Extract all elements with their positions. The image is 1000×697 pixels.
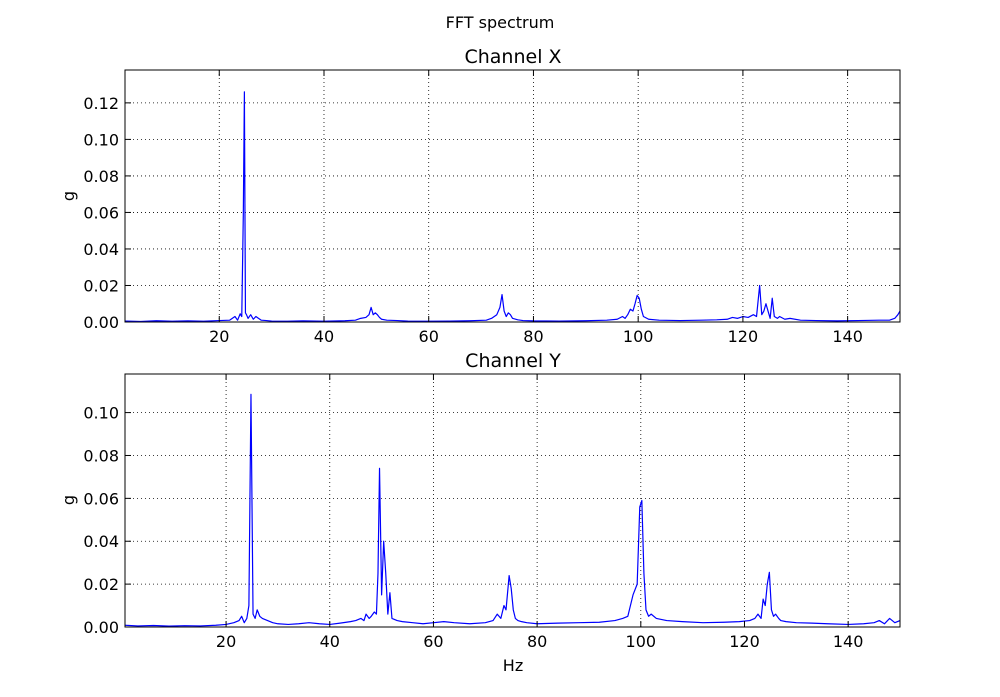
channel-y-panel: Channel Y g Hz 20 40 60 80 100 120 140 0.00 0.02… (59, 350, 901, 675)
channel-y-ytick-label: 0.04 (83, 532, 119, 551)
channel-y-ytick-label: 0.06 (83, 489, 119, 508)
channel-x-xtick-label: 140 (832, 327, 863, 346)
channel-y-series (125, 393, 900, 627)
channel-y-xtick-label: 60 (423, 632, 443, 651)
channel-y-ytick-label: 0.10 (83, 404, 119, 423)
channel-x-ytick-label: 0.10 (83, 130, 119, 149)
channel-y-ylabel: g (59, 495, 78, 505)
channel-y-xtick-label: 100 (626, 632, 657, 651)
channel-y-axes-frame (124, 373, 901, 628)
channel-x-ylabel: g (59, 191, 78, 201)
channel-y-xtick-label: 80 (527, 632, 547, 651)
channel-x-ytick-label: 0.02 (83, 276, 119, 295)
channel-x-ytick-label: 0.12 (83, 94, 119, 113)
channel-x-series (125, 91, 900, 322)
channel-y-title: Channel Y (465, 350, 561, 372)
channel-x-ytick-label: 0.04 (83, 240, 119, 259)
channel-x-xtick-label: 20 (209, 327, 229, 346)
channel-x-ticks: 20 40 60 80 100 120 140 0.00 0.02 0.04 0.06 0.08 0.1… (83, 70, 900, 346)
channel-x-xtick-label: 120 (728, 327, 759, 346)
channel-y-xtick-label: 20 (216, 632, 236, 651)
channel-y-spectrum-line (125, 393, 900, 627)
channel-x-spectrum-line (125, 91, 900, 322)
channel-x-ytick-label: 0.08 (83, 167, 119, 186)
channel-y-ytick-label: 0.00 (83, 618, 119, 637)
channel-y-xlabel: Hz (503, 656, 523, 675)
figure-suptitle: FFT spectrum (446, 13, 555, 32)
channel-y-xtick-label: 120 (729, 632, 760, 651)
channel-x-ytick-label: 0.00 (83, 313, 119, 332)
channel-y-xtick-label: 140 (833, 632, 864, 651)
channel-x-xtick-label: 40 (314, 327, 334, 346)
channel-y-ytick-label: 0.08 (83, 446, 119, 465)
channel-x-panel: Channel X g 20 40 60 80 100 120 140 0.00 0.02 0.0… (59, 46, 901, 346)
channel-y-xtick-label: 40 (320, 632, 340, 651)
channel-x-xtick-label: 100 (623, 327, 654, 346)
channel-x-axes-frame (124, 69, 901, 323)
channel-x-ytick-label: 0.06 (83, 203, 119, 222)
channel-y-ytick-label: 0.02 (83, 575, 119, 594)
channel-x-xtick-label: 80 (523, 327, 543, 346)
channel-x-xtick-label: 60 (419, 327, 439, 346)
channel-y-ticks: 20 40 60 80 100 120 140 0.00 0.02 0.04 0.06 0.08 0.1… (83, 374, 900, 651)
channel-x-title: Channel X (464, 46, 561, 68)
